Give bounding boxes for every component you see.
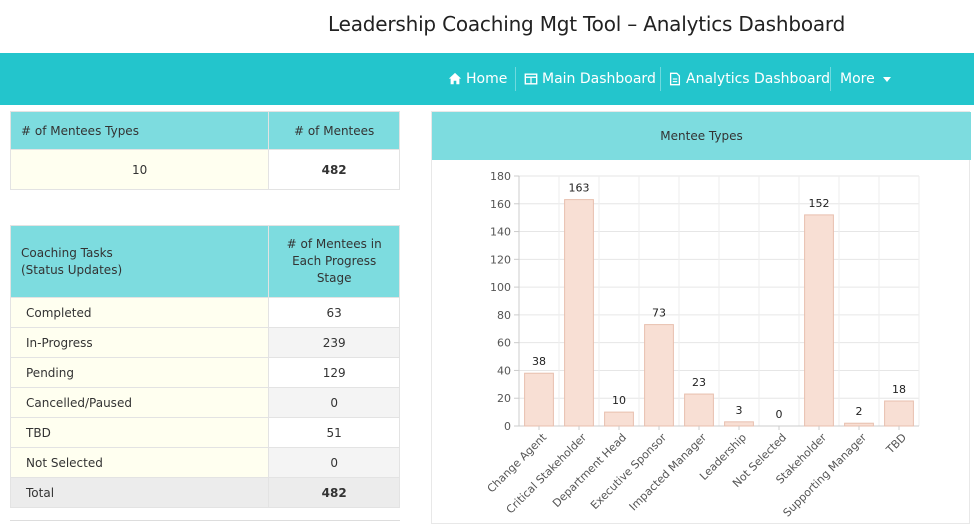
nav-divider bbox=[515, 67, 516, 91]
header-line: Coaching Tasks bbox=[21, 245, 113, 260]
nav-more-dropdown[interactable]: More bbox=[840, 53, 891, 105]
nav-analytics-dashboard-label: Analytics Dashboard bbox=[686, 71, 830, 87]
page-title: Leadership Coaching Mgt Tool – Analytics… bbox=[328, 12, 846, 36]
task-status-value: 0 bbox=[268, 387, 400, 418]
nav-more-label: More bbox=[840, 71, 875, 87]
table-row: 10 482 bbox=[9, 149, 400, 190]
y-tick-label: 80 bbox=[497, 309, 511, 322]
x-tick-label: TBD bbox=[883, 431, 909, 457]
x-tick-label: Executive Sponsor bbox=[588, 431, 669, 512]
y-tick-label: 160 bbox=[490, 198, 511, 211]
data-label: 152 bbox=[809, 197, 830, 210]
task-status-value: 51 bbox=[268, 417, 400, 448]
data-label: 38 bbox=[532, 355, 546, 368]
mentee-types-chart-panel: Mentee Types 0 20 40 60 80 100 120 140 160 180 38 C… bbox=[431, 111, 971, 524]
y-tick-label: 0 bbox=[504, 420, 511, 433]
mentees-count: 482 bbox=[268, 149, 400, 190]
data-label: 10 bbox=[612, 394, 626, 407]
table-row: Completed 63 bbox=[9, 297, 400, 328]
x-tick-label: Impacted Manager bbox=[627, 431, 710, 514]
task-status-label: TBD bbox=[9, 417, 270, 448]
y-tick-label: 60 bbox=[497, 337, 511, 350]
table-row: TBD 51 bbox=[9, 417, 400, 448]
nav-divider bbox=[660, 67, 661, 91]
data-label: 3 bbox=[736, 404, 743, 417]
nav-home[interactable]: Home bbox=[448, 53, 507, 105]
caret-down-icon bbox=[882, 76, 891, 82]
y-tick-label: 120 bbox=[490, 253, 511, 266]
coaching-tasks-table: Coaching Tasks (Status Updates) # of Men… bbox=[9, 225, 400, 508]
total-value: 482 bbox=[268, 477, 400, 508]
nav-analytics-dashboard[interactable]: Analytics Dashboard bbox=[668, 53, 830, 105]
table-header: # of Mentees bbox=[268, 111, 400, 150]
bar bbox=[804, 214, 834, 427]
y-tick-label: 140 bbox=[490, 226, 511, 239]
data-label: 73 bbox=[652, 307, 666, 320]
task-status-value: 0 bbox=[268, 447, 400, 478]
task-status-label: In-Progress bbox=[9, 327, 270, 358]
task-status-label: Cancelled/Paused bbox=[9, 387, 270, 418]
mentee-types-count: 10 bbox=[9, 149, 270, 190]
home-icon bbox=[448, 72, 462, 85]
bar bbox=[724, 421, 754, 427]
table-row: Pending 129 bbox=[9, 357, 400, 388]
data-label: 23 bbox=[692, 376, 706, 389]
table-row: In-Progress 239 bbox=[9, 327, 400, 358]
nav-home-label: Home bbox=[466, 71, 508, 87]
title-bar: Leadership Coaching Mgt Tool – Analytics… bbox=[0, 0, 974, 53]
bar bbox=[644, 324, 674, 427]
bar bbox=[524, 372, 554, 427]
task-status-label: Pending bbox=[9, 357, 270, 388]
task-status-value: 239 bbox=[268, 327, 400, 358]
data-label: 163 bbox=[569, 182, 590, 195]
table-row: Cancelled/Paused 0 bbox=[9, 387, 400, 418]
table-icon bbox=[524, 73, 538, 85]
x-tick-label: Department Head bbox=[550, 431, 629, 510]
bar bbox=[844, 422, 874, 427]
data-label: 0 bbox=[776, 408, 783, 421]
bar bbox=[604, 411, 634, 427]
task-status-label: Not Selected bbox=[9, 447, 270, 478]
navbar: Home Main Dashboard Analytics Dashboard … bbox=[0, 53, 974, 105]
task-status-value: 63 bbox=[268, 297, 400, 328]
data-label: 18 bbox=[892, 383, 906, 396]
task-status-value: 129 bbox=[268, 357, 400, 388]
y-tick-label: 180 bbox=[490, 170, 511, 183]
nav-main-dashboard-label: Main Dashboard bbox=[542, 71, 656, 87]
mentee-summary-table: # of Mentees Types # of Mentees 10 482 bbox=[9, 111, 400, 190]
file-icon bbox=[669, 72, 681, 86]
bar bbox=[884, 400, 914, 427]
nav-divider bbox=[830, 67, 831, 91]
nav-main-dashboard[interactable]: Main Dashboard bbox=[524, 53, 656, 105]
bar bbox=[684, 393, 714, 427]
y-tick-label: 20 bbox=[497, 392, 511, 405]
table-header: # of Mentees in Each Progress Stage bbox=[268, 225, 400, 298]
y-tick-label: 100 bbox=[490, 281, 511, 294]
divider bbox=[10, 520, 400, 521]
y-tick-label: 40 bbox=[497, 364, 511, 377]
data-label: 2 bbox=[856, 405, 863, 418]
task-status-label: Completed bbox=[9, 297, 270, 328]
table-header: Coaching Tasks (Status Updates) bbox=[9, 225, 270, 298]
bar bbox=[564, 199, 594, 427]
chart-title: Mentee Types bbox=[432, 112, 971, 160]
header-line: (Status Updates) bbox=[21, 262, 123, 277]
table-header: # of Mentees Types bbox=[9, 111, 270, 150]
table-total-row: Total 482 bbox=[9, 477, 400, 508]
total-label: Total bbox=[9, 477, 270, 508]
table-row: Not Selected 0 bbox=[9, 447, 400, 478]
